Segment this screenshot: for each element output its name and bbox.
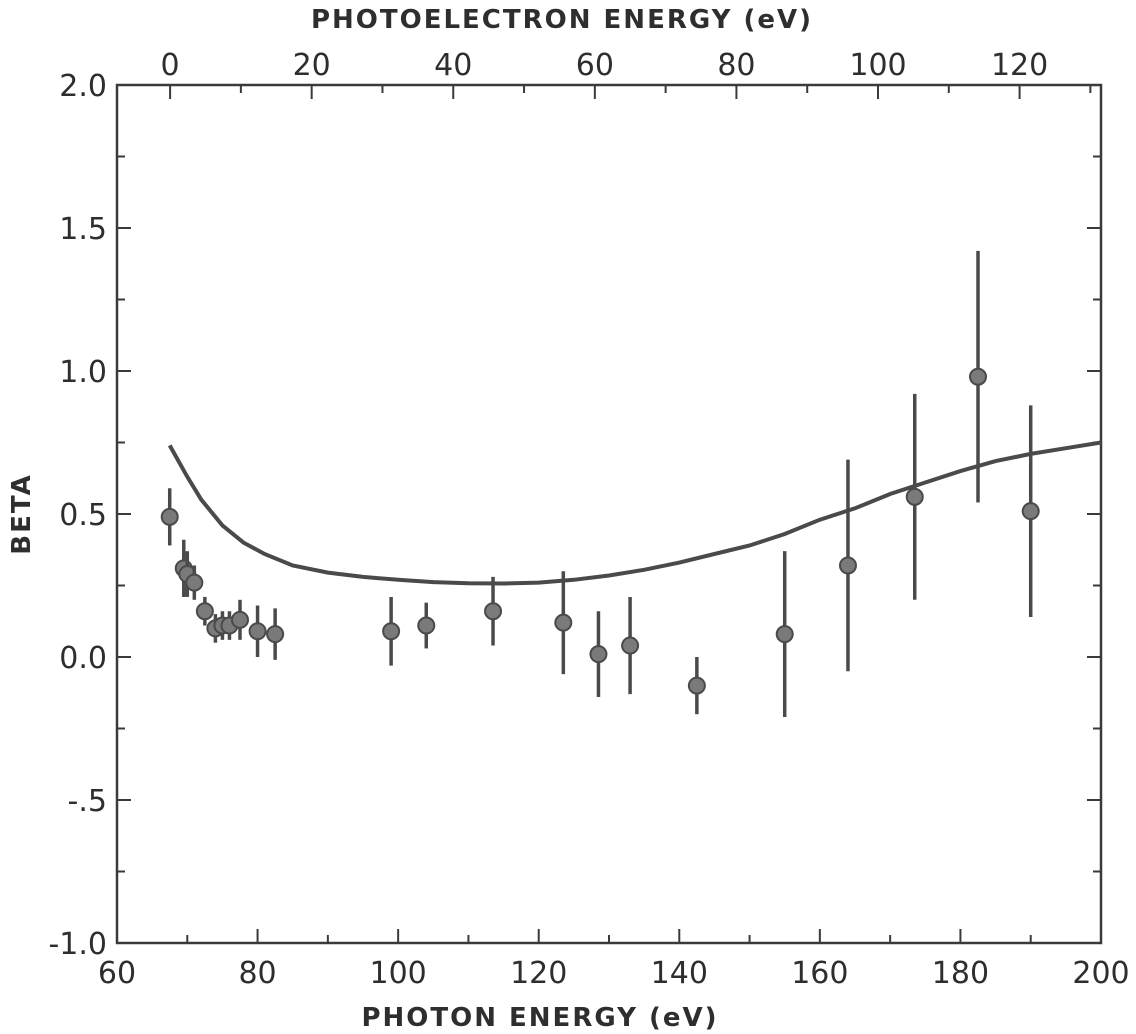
y-tick-label: -.5 [68,784,107,819]
data-point [687,676,706,695]
x-tick-label: 100 [370,956,427,991]
x2-tick-label: 60 [576,48,614,83]
data-point [621,636,640,655]
y-tick-label: 0.5 [59,498,107,533]
data-point [185,573,204,592]
x-tick-label: 140 [651,956,708,991]
data-point [775,625,794,644]
data-point [195,602,214,621]
data-point [266,625,285,644]
y-tick-label: -1.0 [48,927,107,962]
x-axis-title: PHOTON ENERGY (eV) [361,1003,718,1033]
data-point [905,487,924,506]
x-tick-label: 180 [932,956,989,991]
data-point [554,613,573,632]
x2-tick-label: 120 [991,48,1048,83]
data-points [160,250,1040,718]
data-point [838,556,857,575]
data-point [160,507,179,526]
y-tick-label: 2.0 [59,69,107,104]
data-point [969,367,987,386]
data-point [484,602,503,621]
x2-axis-title: PHOTOELECTRON ENERGY (eV) [311,5,813,35]
y-tick-label: 1.5 [59,212,107,247]
y-tick-label: 1.0 [59,355,107,390]
x-tick-labels: 60 80 100 120 140 160 180 200 [98,956,1130,991]
x-tick-label: 60 [98,956,136,991]
x2-tick-labels: 0 20 40 60 80 100 120 [161,48,1049,83]
y-tick-label: 0.0 [59,641,107,676]
x2-tick-label: 100 [849,48,906,83]
plot-frame [115,83,1103,945]
x-tick-label: 160 [791,956,848,991]
data-point [231,610,249,629]
x2-tick-label: 80 [717,48,755,83]
data-point [589,645,608,664]
x-tick-label: 120 [510,956,567,991]
y-axis-title: BETA [7,473,37,554]
theory-curve [167,440,1102,586]
x-tick-label: 200 [1072,956,1129,991]
x2-tick-label: 0 [161,48,180,83]
data-point [1021,502,1040,521]
data-point [417,616,436,635]
x-tick-label: 80 [238,956,276,991]
data-point [248,622,267,641]
x2-tick-label: 20 [293,48,331,83]
y-tick-labels: -1.0 -.5 0.0 0.5 1.0 1.5 2.0 [48,69,107,962]
data-point [382,622,401,641]
tick-marks [116,84,1102,944]
x2-tick-label: 40 [434,48,472,83]
